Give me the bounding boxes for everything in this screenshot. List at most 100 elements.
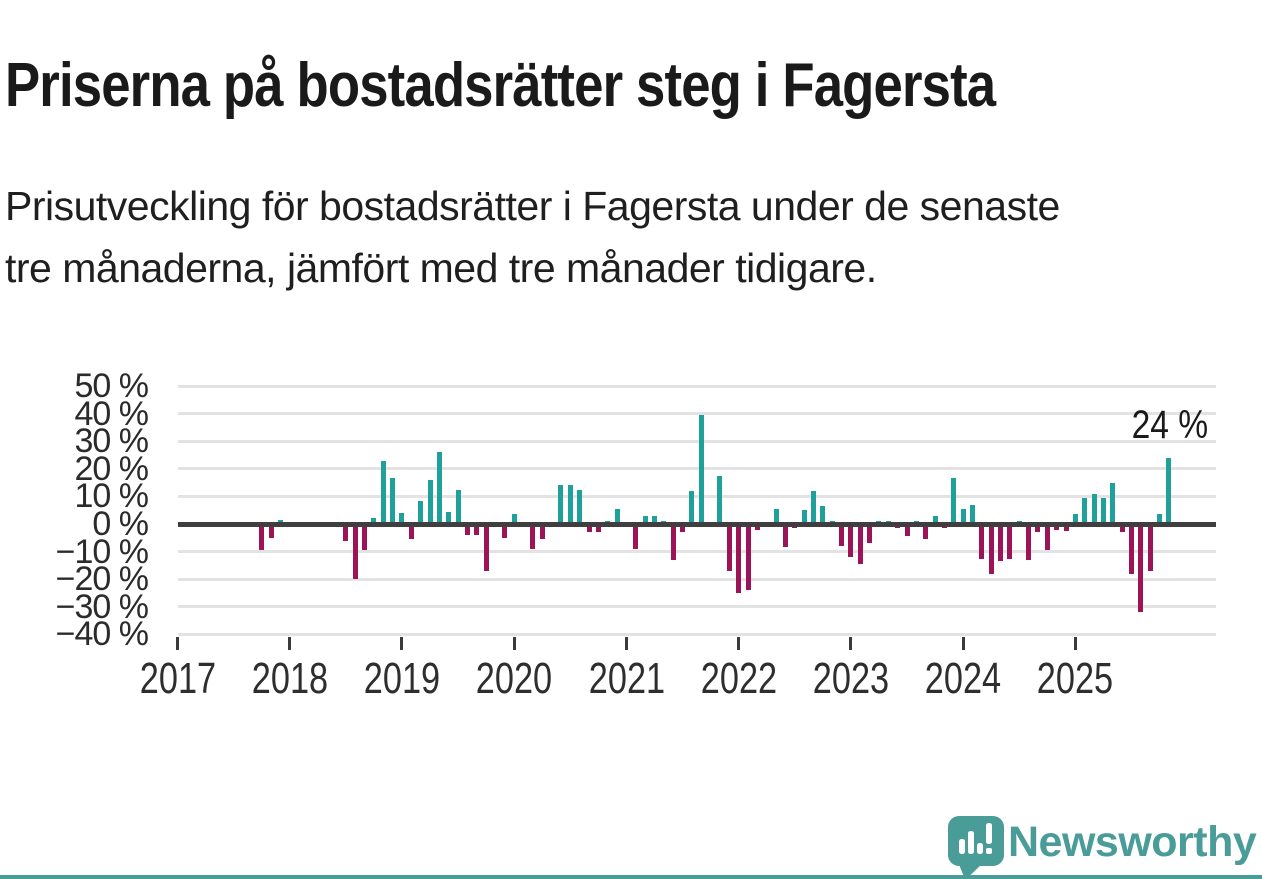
chart-subtitle: Prisutveckling för bostadsrätter i Fager… xyxy=(5,183,1060,291)
gridline-10 xyxy=(178,494,1216,498)
bar-2020-03 xyxy=(530,524,536,549)
gridline-30 xyxy=(178,439,1216,443)
bar-2025-09 xyxy=(1147,524,1153,571)
bar-2024-10 xyxy=(1044,524,1050,551)
bar-2021-03 xyxy=(642,515,648,524)
gridline-50 xyxy=(178,384,1216,388)
bar-2019-06 xyxy=(446,511,452,524)
x-axis-tick-2017 xyxy=(176,637,179,650)
gridline--10 xyxy=(178,550,1216,554)
bar-2025-10 xyxy=(1157,514,1163,524)
bar-2017-10 xyxy=(259,524,265,551)
logo-speech-bubble xyxy=(948,816,1004,866)
brand-wordmark: Newsworthy xyxy=(1008,818,1257,866)
x-axis-label-text: 2019 xyxy=(363,654,441,703)
bar-2022-12 xyxy=(839,524,845,547)
logo-bar-icon xyxy=(977,843,983,854)
bar-2023-12 xyxy=(951,478,957,524)
y-axis-label: 30 % xyxy=(74,422,150,461)
x-axis-tick-2018 xyxy=(288,637,292,650)
bar-2021-11 xyxy=(717,475,723,524)
y-axis-label: 20 % xyxy=(74,449,150,488)
bar-2020-10 xyxy=(595,524,601,533)
bar-2022-06 xyxy=(782,524,788,548)
x-axis-label-2017: 2017 xyxy=(116,657,240,701)
newsworthy-logo-icon xyxy=(946,810,1012,879)
bar-2019-05 xyxy=(436,452,442,524)
bar-2021-07 xyxy=(680,524,686,533)
bar-2019-03 xyxy=(418,500,424,524)
bar-2025-07 xyxy=(1129,524,1134,574)
bar-2021-02 xyxy=(633,524,639,549)
bar-2018-12 xyxy=(390,478,396,524)
bar-2024-02 xyxy=(970,504,975,524)
bar-2020-06 xyxy=(558,485,564,524)
bar-2022-09 xyxy=(811,490,816,524)
x-axis-tick-2023 xyxy=(849,637,853,650)
bar-2022-10 xyxy=(820,506,826,524)
bar-2020-09 xyxy=(586,524,592,533)
bar-2025-04 xyxy=(1100,497,1106,524)
bar-2025-03 xyxy=(1091,493,1097,524)
x-axis-tick-2022 xyxy=(737,637,741,650)
page-title: Priserna på bostadsrätter steg i Fagerst… xyxy=(5,50,996,120)
bar-2025-02 xyxy=(1082,497,1088,524)
x-axis-label-2018: 2018 xyxy=(228,657,352,701)
x-axis-label-text: 2023 xyxy=(812,654,890,703)
x-axis-label-2023: 2023 xyxy=(789,657,913,701)
bar-2021-12 xyxy=(726,524,732,571)
bar-2020-04 xyxy=(539,524,545,540)
x-axis-label-text: 2017 xyxy=(139,654,216,703)
x-axis-label-2021: 2021 xyxy=(564,657,688,701)
gridline--30 xyxy=(178,605,1216,609)
bottom-accent-rule xyxy=(0,875,1262,879)
y-axis-label: −10 % xyxy=(55,532,149,571)
bar-2020-07 xyxy=(567,485,573,524)
x-axis-label-text: 2020 xyxy=(476,654,553,703)
bar-2022-01 xyxy=(736,524,742,593)
bar-2025-08 xyxy=(1138,524,1144,613)
bar-2019-07 xyxy=(455,489,461,524)
last-value-annotation-text: 24 % xyxy=(1131,403,1208,447)
bar-2020-12 xyxy=(614,508,620,524)
y-axis-label: 50 % xyxy=(74,367,150,405)
logo-bar-icon xyxy=(968,831,974,854)
y-axis-label: −20 % xyxy=(55,560,149,599)
x-axis-label-text: 2021 xyxy=(588,654,665,703)
bar-2021-06 xyxy=(670,524,676,560)
bar-2023-09 xyxy=(923,524,929,540)
bar-2019-09 xyxy=(474,524,480,536)
bar-2020-01 xyxy=(511,514,517,524)
x-axis-label-text: 2018 xyxy=(251,654,328,703)
bar-2018-11 xyxy=(380,460,386,524)
bar-2025-11 xyxy=(1166,457,1172,524)
bar-2024-01 xyxy=(960,508,966,524)
x-axis-label-text: 2022 xyxy=(700,654,777,703)
bar-2022-05 xyxy=(773,508,779,524)
x-axis-label-text: 2024 xyxy=(924,654,1002,703)
bar-2023-02 xyxy=(857,524,863,565)
bar-2024-08 xyxy=(1026,524,1032,560)
logo-bar-icon xyxy=(959,839,965,854)
bar-2023-10 xyxy=(932,515,938,524)
y-axis-label: −40 % xyxy=(55,615,149,654)
bar-2023-01 xyxy=(848,524,854,558)
x-axis-label-2024: 2024 xyxy=(901,657,1025,701)
bar-2025-06 xyxy=(1119,524,1125,533)
bar-2024-03 xyxy=(979,524,985,559)
x-axis-tick-2024 xyxy=(961,637,965,650)
bar-2020-08 xyxy=(577,489,583,524)
bar-2024-09 xyxy=(1035,524,1041,533)
zero-axis-line xyxy=(178,521,1216,527)
y-axis-label: 40 % xyxy=(74,394,150,433)
bar-2023-07 xyxy=(904,524,910,537)
gridline-40 xyxy=(178,412,1216,416)
x-axis-tick-2021 xyxy=(624,637,628,650)
bar-2018-07 xyxy=(343,524,349,541)
last-value-annotation: 24 % xyxy=(1112,405,1208,445)
bar-2025-05 xyxy=(1110,482,1116,524)
bar-2019-01 xyxy=(399,512,405,524)
x-axis-label-2019: 2019 xyxy=(340,657,464,701)
gridline--40 xyxy=(178,632,1216,636)
